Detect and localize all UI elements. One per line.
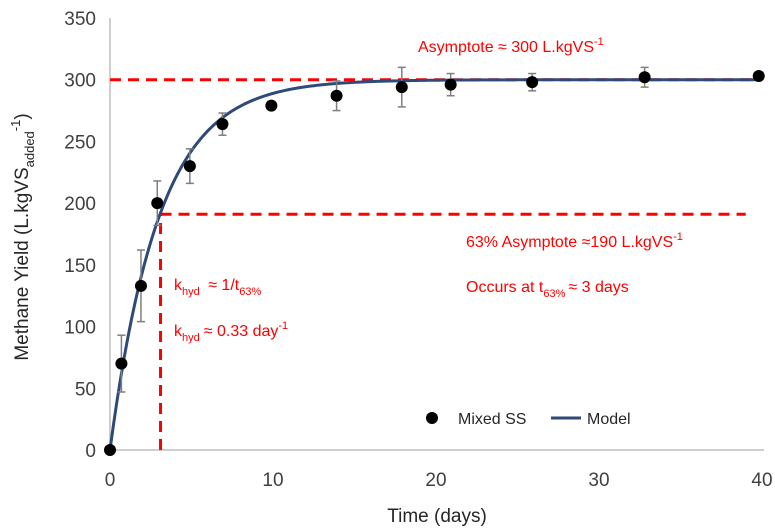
khyd-value-annotation: khyd ≈ 0.33 day-1 [174, 320, 288, 344]
y-tick-label: 300 [64, 71, 96, 92]
data-point [752, 70, 765, 83]
x-tick-label: 0 [105, 470, 116, 491]
legend-line-label: Model [587, 411, 631, 428]
x-tick-label: 30 [588, 470, 609, 491]
y-tick-label: 250 [64, 132, 96, 153]
data-point [444, 78, 457, 91]
legend-points-marker [426, 412, 438, 424]
data-point [134, 279, 147, 292]
data-point [330, 89, 343, 102]
y-tick-label: 50 [75, 379, 96, 400]
legend: Mixed SS Model [426, 411, 631, 428]
data-point [395, 81, 408, 94]
legend-points-label: Mixed SS [458, 411, 526, 428]
x-tick-label: 40 [751, 470, 772, 491]
reference-lines [110, 78, 762, 450]
x-tick-label: 10 [262, 470, 283, 491]
data-point [104, 444, 116, 456]
y-tick-label: 100 [64, 318, 96, 339]
data-points [104, 66, 765, 456]
model-curve [108, 78, 762, 451]
x-axis-title: Time (days) [387, 506, 487, 527]
data-point [183, 160, 196, 173]
data-point [526, 76, 539, 89]
data-point [115, 357, 128, 370]
data-point [638, 71, 651, 84]
khyd-formula-annotation: khyd ≈ 1/t63% [174, 277, 261, 298]
y-tick-label: 150 [64, 256, 96, 277]
data-point [216, 118, 229, 131]
y-tick-label: 200 [64, 194, 96, 215]
x-tick-label: 20 [425, 470, 446, 491]
y-axis-title: Methane Yield (L.kgVSadded-1) [8, 113, 37, 360]
y-tick-label: 350 [64, 9, 96, 30]
asymptote-annotation: Asymptote ≈ 300 L.kgVS-1 [418, 36, 604, 56]
data-point [265, 99, 278, 112]
y-tick-labels: 0 50 100 150 200 250 300 350 [64, 9, 96, 462]
occurs-annotation: Occurs at t63% ≈ 3 days [466, 279, 629, 300]
x-tick-labels: 0 10 20 30 40 [105, 470, 773, 491]
pct63-annotation: 63% Asymptote ≈190 L.kgVS-1 [466, 231, 683, 251]
y-tick-label: 0 [85, 441, 96, 462]
data-point [151, 197, 164, 210]
